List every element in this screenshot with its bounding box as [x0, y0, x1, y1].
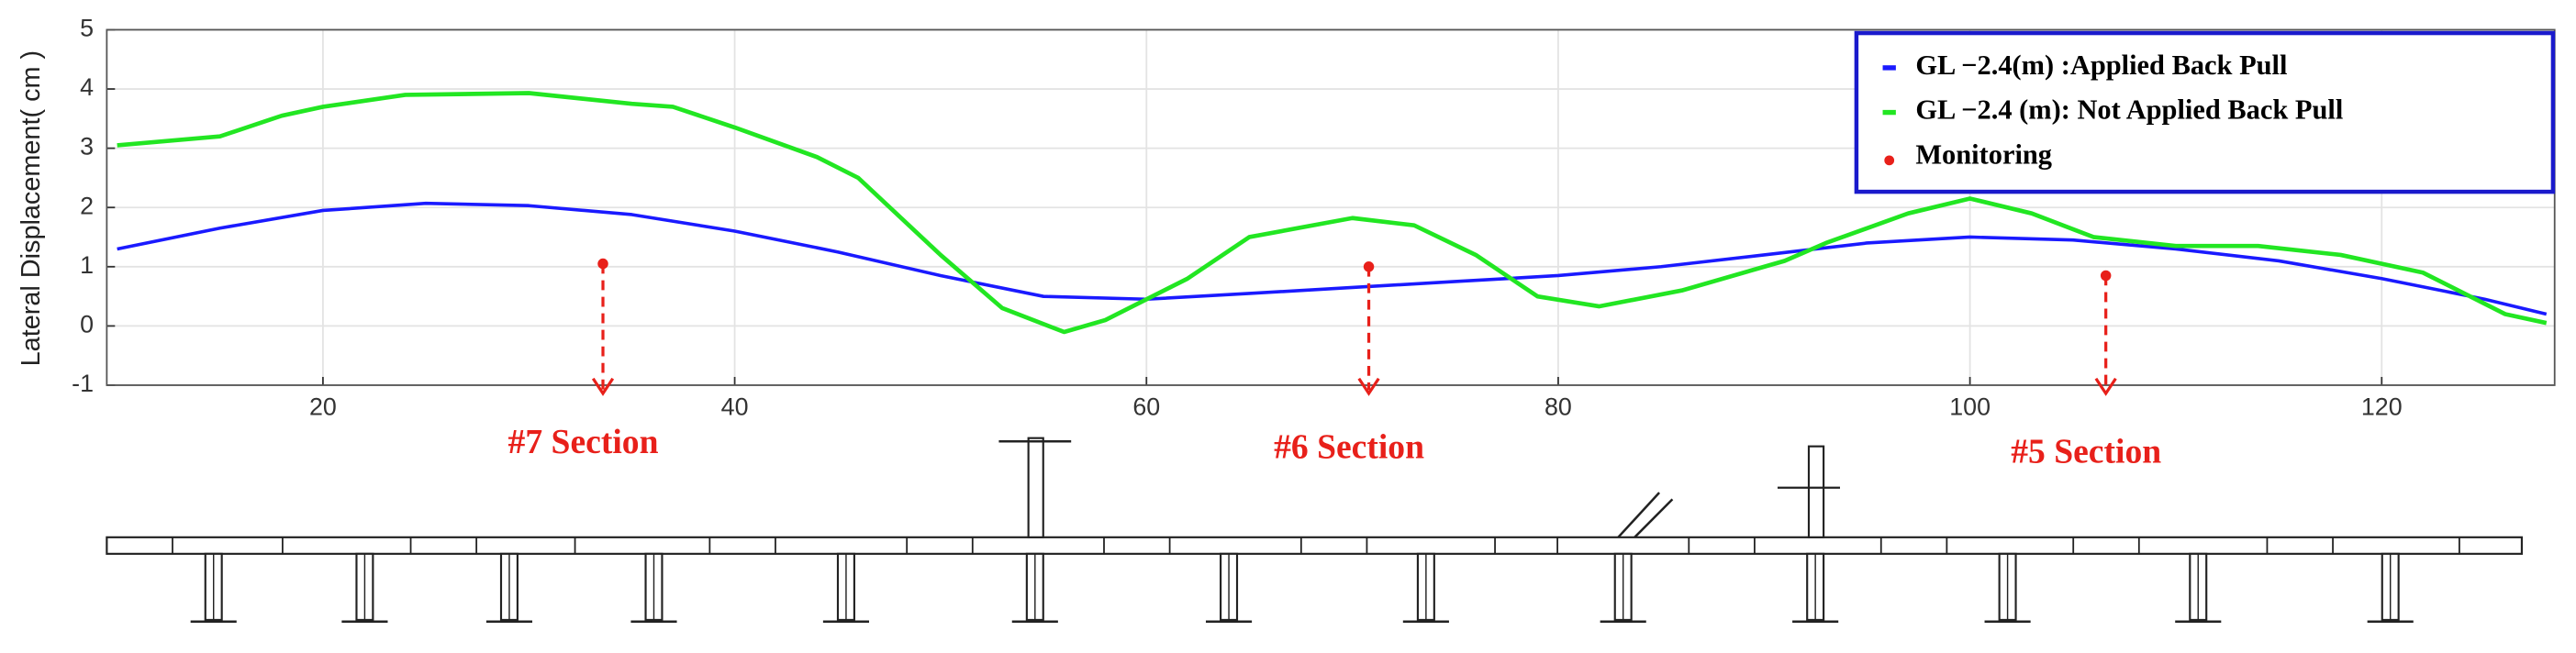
y-tick-label: 0 — [80, 310, 94, 338]
tower — [1807, 445, 1825, 538]
x-tick-label: 120 — [2361, 393, 2403, 420]
section-label: #6 Section — [1274, 427, 1424, 466]
section-arrowhead — [2094, 377, 2117, 396]
legend-box — [1854, 30, 2556, 194]
plot-frame — [106, 28, 2556, 386]
section-label: #5 Section — [2011, 433, 2161, 471]
y-tick-label: 2 — [80, 192, 94, 219]
x-tick-label: 20 — [309, 393, 337, 420]
legend-label: Monitoring — [1915, 138, 2052, 170]
x-tick-label: 60 — [1132, 393, 1160, 420]
x-tick-label: 40 — [721, 393, 749, 420]
y-tick-label: 5 — [80, 14, 94, 41]
strut — [1617, 492, 1660, 538]
y-tick-label: 4 — [80, 73, 94, 101]
plot-area: -1 0 1 2 3 4 5 20 40 60 80 100 120 — [72, 14, 2556, 420]
y-tick-label: 3 — [80, 133, 94, 160]
legend-marker — [1884, 155, 1895, 166]
monitoring-point — [597, 258, 608, 270]
section-label: #7 Section — [508, 423, 659, 461]
bridge-deck — [106, 536, 2523, 555]
y-tick-label: 1 — [80, 251, 94, 279]
section-arrowhead — [1357, 377, 1380, 396]
legend-label: GL −2.4(m) :Applied Back Pull — [1915, 50, 2287, 81]
data-line — [117, 91, 2548, 335]
monitoring-point — [2100, 270, 2112, 282]
legend-label: GL −2.4 (m): Not Applied Back Pull — [1915, 94, 2343, 126]
section-arrowhead — [591, 377, 615, 396]
bridge-drawing — [106, 437, 2523, 624]
strut — [1634, 498, 1674, 538]
x-tick-label: 80 — [1544, 393, 1572, 420]
monitoring-point — [1363, 261, 1375, 272]
x-tick-label: 100 — [1949, 393, 1991, 420]
y-tick-label: -1 — [72, 370, 94, 397]
y-axis-label: Lateral Displacement( cm ) — [17, 50, 46, 367]
data-line — [117, 201, 2548, 316]
tower — [1027, 437, 1044, 538]
